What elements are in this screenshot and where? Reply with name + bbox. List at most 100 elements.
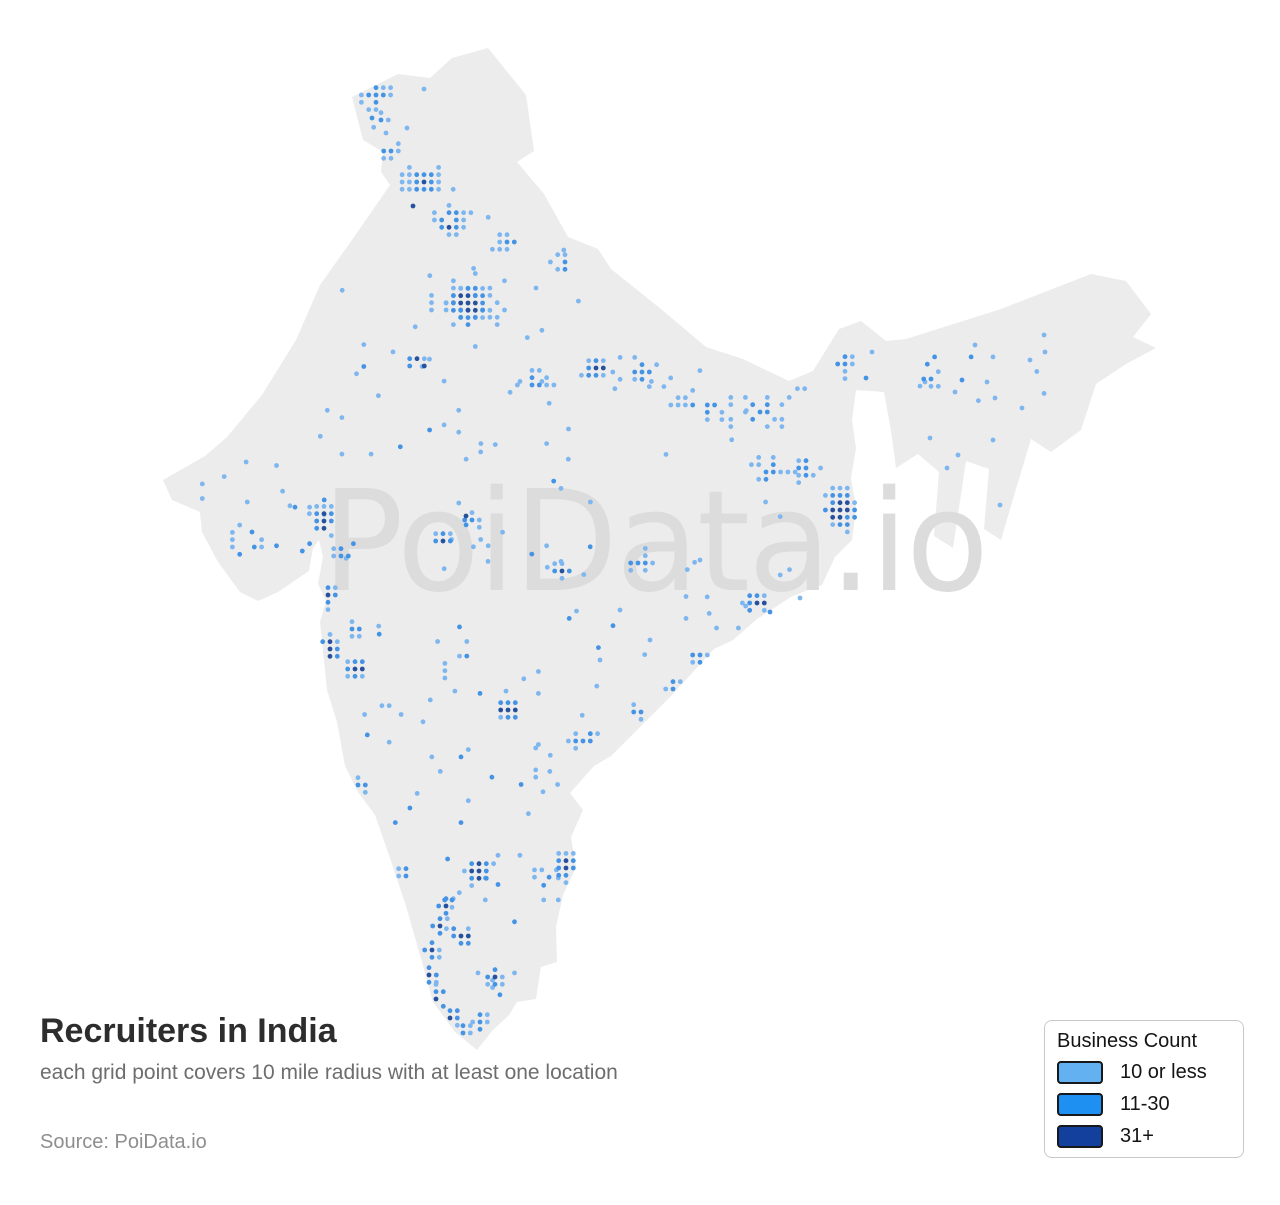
- map-dot: [563, 858, 569, 864]
- map-dot: [777, 572, 783, 578]
- map-dot: [463, 513, 469, 519]
- map-dot: [429, 307, 434, 313]
- map-dot: [427, 273, 433, 279]
- map-dot: [314, 504, 320, 509]
- map-dot: [830, 493, 836, 498]
- map-dot: [426, 965, 432, 971]
- map-dot: [654, 362, 659, 368]
- map-dot: [498, 707, 504, 713]
- map-dot: [386, 703, 392, 709]
- map-dot: [373, 92, 379, 98]
- map-dot: [764, 395, 770, 400]
- map-dot: [668, 402, 674, 408]
- map-dot: [332, 592, 338, 598]
- map-dot: [704, 417, 710, 422]
- map-dot: [421, 86, 427, 92]
- map-dot: [476, 868, 482, 874]
- map-dot: [259, 544, 264, 550]
- map-dot: [461, 217, 466, 223]
- map-dot: [635, 560, 641, 566]
- map-dot: [675, 402, 681, 408]
- map-dot: [349, 619, 355, 625]
- map-dot: [610, 623, 616, 629]
- map-dot: [546, 400, 552, 406]
- map-dot: [428, 186, 434, 192]
- map-dot: [444, 916, 450, 922]
- map-dot: [526, 811, 531, 817]
- map-dot: [454, 1015, 460, 1021]
- map-dot: [443, 903, 449, 909]
- map-dot: [504, 239, 510, 245]
- map-dot: [352, 659, 358, 665]
- map-dot: [355, 782, 361, 788]
- map-dot: [458, 285, 464, 291]
- map-dot: [484, 1019, 490, 1025]
- map-dot: [378, 117, 384, 123]
- map-dot: [690, 388, 696, 393]
- map-dot: [412, 324, 418, 330]
- map-dot: [440, 531, 446, 537]
- map-dot: [465, 940, 471, 946]
- map-dot: [747, 607, 753, 613]
- map-dot: [803, 465, 809, 471]
- map-dot: [376, 393, 381, 399]
- map-dot: [536, 368, 542, 373]
- map-dot: [852, 514, 857, 520]
- map-dot: [632, 355, 638, 360]
- map-dot: [844, 485, 850, 491]
- map-dot: [797, 595, 803, 601]
- map-dot: [359, 99, 364, 105]
- map-dot: [396, 873, 402, 879]
- map-dot: [704, 409, 710, 415]
- map-dot: [478, 537, 484, 542]
- map-dot: [835, 361, 841, 367]
- map-dot: [345, 553, 351, 559]
- map-dot: [338, 546, 344, 552]
- map-dot: [421, 356, 427, 362]
- map-dot: [395, 148, 401, 154]
- map-dot: [503, 688, 509, 694]
- map-dot: [476, 875, 482, 881]
- map-dot: [818, 465, 823, 471]
- legend-item: 31+: [1057, 1125, 1243, 1148]
- map-dot: [570, 865, 576, 871]
- map-dot: [565, 456, 571, 462]
- map-dot: [230, 530, 235, 535]
- map-dot: [562, 259, 568, 265]
- map-dot: [580, 738, 586, 744]
- legend-label-mid: 11-30: [1120, 1093, 1170, 1115]
- map-dot: [844, 493, 850, 498]
- map-dot: [555, 897, 561, 903]
- map-dot: [747, 593, 753, 599]
- map-dot: [369, 115, 375, 121]
- map-dot: [280, 488, 285, 494]
- map-dot: [779, 402, 785, 408]
- map-dot: [404, 125, 410, 131]
- map-dot: [407, 356, 413, 362]
- map-dot: [383, 130, 389, 136]
- map-dot: [440, 989, 446, 995]
- map-dot: [796, 472, 802, 478]
- map-dot: [754, 593, 760, 599]
- map-dot: [399, 172, 405, 178]
- map-dot: [638, 716, 644, 722]
- map-dot: [460, 1023, 466, 1029]
- map-dot: [778, 469, 783, 475]
- map-dot: [927, 435, 933, 441]
- map-dot: [492, 981, 498, 987]
- map-dot: [587, 738, 593, 744]
- map-dot: [547, 752, 553, 758]
- map-dot: [447, 531, 453, 537]
- map-dot: [407, 165, 412, 170]
- map-dot: [495, 882, 501, 887]
- map-dot: [757, 409, 763, 415]
- map-dot: [433, 972, 439, 978]
- map-dot: [407, 179, 412, 185]
- map-dot: [327, 639, 333, 645]
- map-dot: [359, 92, 364, 98]
- map-dot: [770, 462, 776, 468]
- map-dot: [642, 560, 648, 566]
- map-dot: [505, 700, 511, 706]
- map-dot: [972, 342, 978, 348]
- map-dot: [764, 402, 770, 408]
